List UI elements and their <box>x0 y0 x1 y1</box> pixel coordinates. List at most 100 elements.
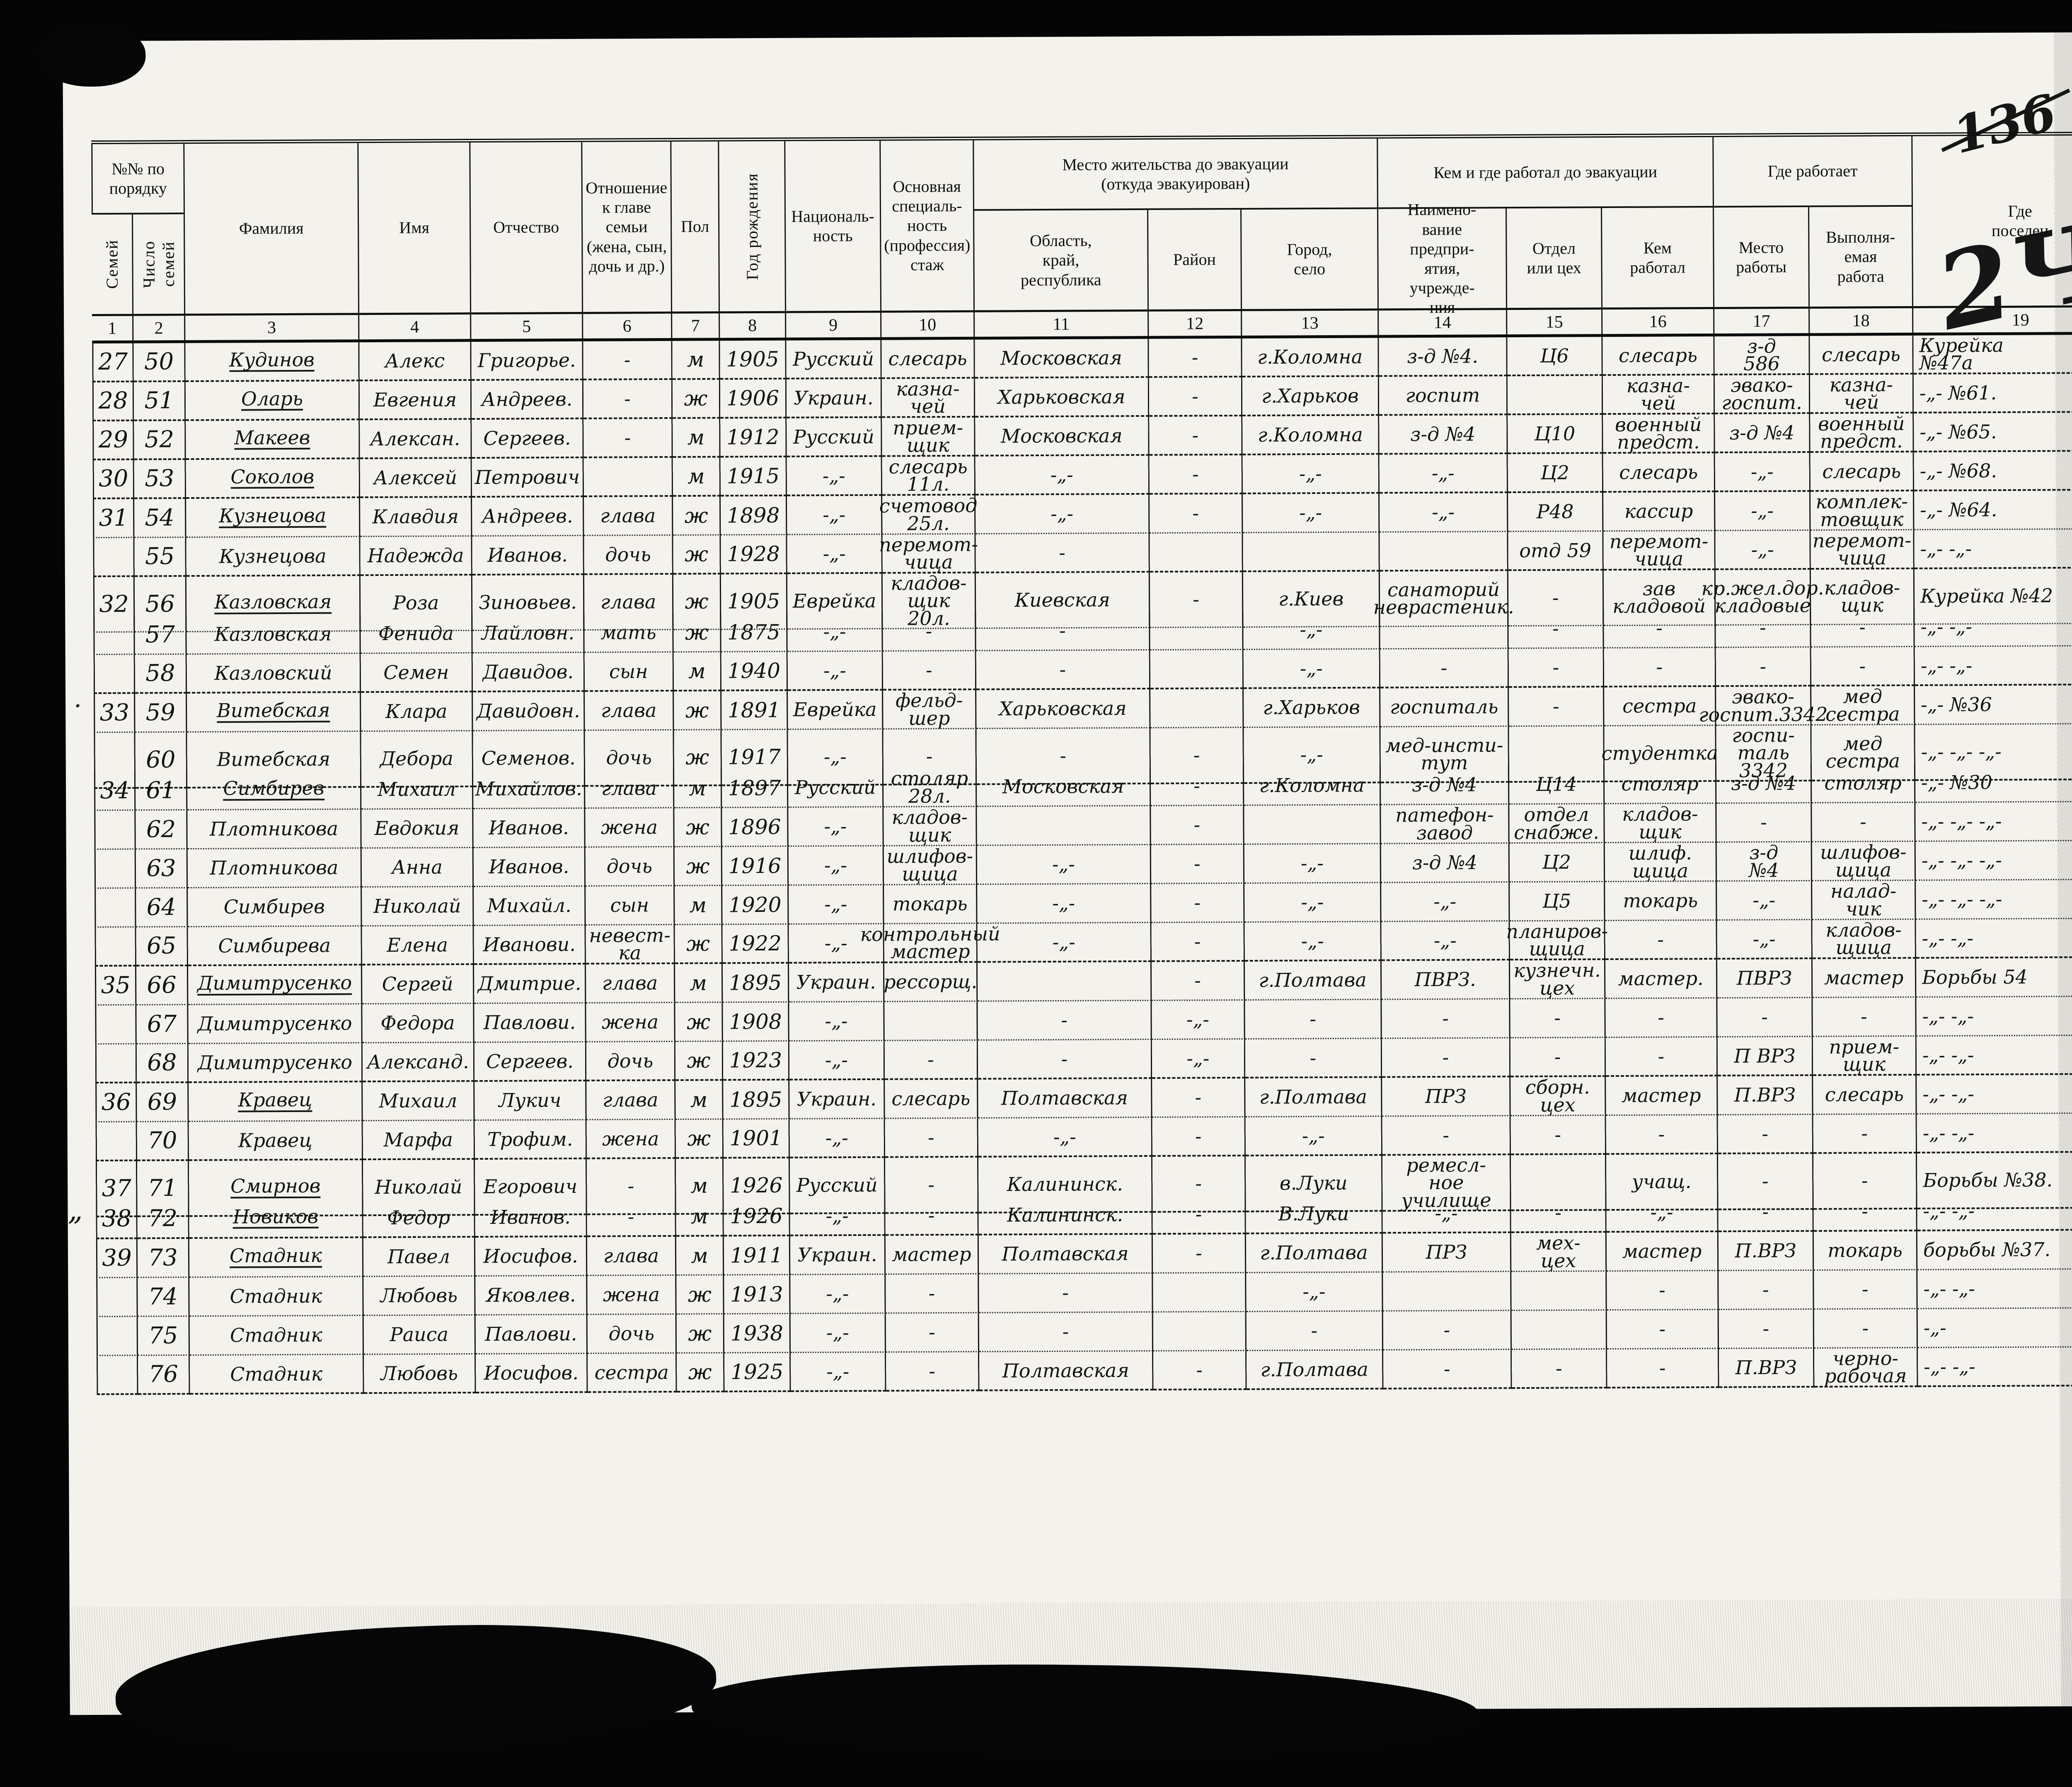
table-cell: глава <box>585 769 675 809</box>
table-cell: дочь <box>584 535 673 575</box>
table-cell: Клара <box>361 692 473 732</box>
table-cell: -„- <box>1242 455 1380 494</box>
table-cell: г.Полтава <box>1244 961 1382 1001</box>
table-cell: - <box>976 650 1151 690</box>
table-cell: Дмитрие. <box>474 964 586 1004</box>
table-cell: Борьбы 54 <box>1916 958 2072 998</box>
table-cell <box>977 962 1152 1002</box>
table-cell: -„- <box>1606 1193 1719 1233</box>
table-cell: Алексан. <box>360 420 472 459</box>
table-cell: 1896 <box>722 808 789 847</box>
table-cell: - <box>1811 608 1915 648</box>
table-cell <box>977 806 1151 846</box>
table-cell <box>1511 1311 1607 1350</box>
table-cell: Евгения <box>359 381 472 421</box>
table-cell: борьбы №37. <box>1917 1230 2072 1270</box>
table-cell: м <box>675 1081 724 1120</box>
table-cell: Кравец <box>189 1082 363 1122</box>
table-cell: -„- <box>787 496 883 535</box>
column-number: 1 <box>92 314 134 341</box>
table-cell: Павлови. <box>475 1315 588 1355</box>
table-cell: сын <box>584 652 674 692</box>
table-cell: Сергеев. <box>474 1042 587 1082</box>
table-cell: - <box>1245 1039 1382 1078</box>
column-number: 6 <box>583 311 673 339</box>
registration-table: №№ по порядку Фамилия Имя Отчество Отнош… <box>91 131 2072 1395</box>
table-cell: - <box>884 1040 978 1080</box>
table-cell: Иосифов. <box>475 1237 588 1277</box>
table-cell: -„- <box>1717 920 1813 960</box>
table-cell: ж <box>675 1003 723 1042</box>
table-cell <box>1507 376 1603 416</box>
table-cell: - <box>1716 608 1811 648</box>
table-cell: - <box>1382 999 1510 1039</box>
table-cell: рессорщ. <box>884 962 978 1002</box>
table-cell: -„- <box>977 884 1152 924</box>
header-firstname: Имя <box>358 143 472 313</box>
table-cell: Украин. <box>789 1080 885 1120</box>
table-cell <box>93 655 136 694</box>
table-cell: 1916 <box>722 846 789 886</box>
table-cell: мастер. <box>1605 959 1718 999</box>
table-cell: Михайл. <box>474 886 586 926</box>
table-cell: -„- -„- <box>1917 1191 2072 1231</box>
table-cell: - <box>1510 1116 1606 1156</box>
table-cell: Димитрусенко <box>188 965 363 1006</box>
table-cell: -„- <box>789 885 884 925</box>
table-cell: жена <box>585 808 675 848</box>
table-cell: -„- -„- <box>1916 919 2072 959</box>
table-cell: Московская <box>975 339 1149 379</box>
table-cell: Клавдия <box>360 498 472 537</box>
table-cell: -„- -„- <box>1914 529 2072 569</box>
table-cell: -„- -„- <box>1917 1113 2072 1153</box>
table-cell: Раиса <box>363 1315 476 1355</box>
table-cell: - <box>1718 1115 1813 1154</box>
table-cell: - <box>583 380 673 419</box>
header-nationality: Националь- ность <box>785 140 882 311</box>
table-cell: з-д №4. <box>1379 337 1508 377</box>
table-cell: -„- -„- <box>1916 996 2072 1037</box>
table-cell: Полтавская <box>979 1351 1154 1391</box>
table-cell: Надежда <box>360 537 472 576</box>
table-cell: Григорье. <box>471 341 583 381</box>
header-relation: Отношение к главе семьи (жена, сын, дочь… <box>582 141 673 312</box>
table-cell: 75 <box>138 1317 190 1356</box>
table-cell: -„- -„- <box>1918 1347 2072 1387</box>
table-cell: -„- <box>788 846 884 886</box>
table-cell: глава <box>586 1081 676 1120</box>
table-cell: ж <box>676 1275 724 1315</box>
header-order-group: №№ по порядку <box>91 144 185 215</box>
table-cell: -„- <box>1381 883 1510 922</box>
table-cell: слесарь <box>885 1079 978 1119</box>
table-cell: 1915 <box>720 457 787 497</box>
table-cell: - <box>1152 1078 1246 1118</box>
table-cell: Новиков <box>189 1199 363 1239</box>
table-cell: -„- -„- <box>1917 1269 2072 1309</box>
table-cell: ж <box>675 1042 724 1081</box>
table-cell <box>1150 689 1244 728</box>
table-cell: Андреев. <box>471 380 584 420</box>
header-family-count: Число семей <box>133 214 186 314</box>
table-cell: 1891 <box>721 691 788 730</box>
table-cell: глава <box>587 1236 677 1276</box>
table-cell: -„- <box>1244 844 1382 884</box>
table-cell: - <box>1814 1270 1918 1310</box>
table-cell: - <box>1719 1309 1815 1349</box>
table-cell: сын <box>586 886 675 926</box>
table-cell: ж <box>673 496 721 536</box>
table-cell: казна- чей <box>881 377 975 418</box>
column-number: 13 <box>1242 308 1379 336</box>
table-cell: 52 <box>134 421 186 460</box>
table-cell <box>1380 610 1509 650</box>
table-cell: -„- <box>1246 1272 1383 1312</box>
table-cell: Симбирева <box>188 926 362 967</box>
table-cell: сестра <box>588 1353 677 1393</box>
table-cell <box>94 927 136 967</box>
table-cell: Харьковская <box>976 689 1151 729</box>
table-cell: комплек- товщик <box>1810 490 1915 531</box>
margin-mark: · <box>74 692 82 721</box>
table-cell <box>1150 533 1243 573</box>
table-cell: ж <box>672 380 721 419</box>
table-cell: -„- №64. <box>1914 490 2072 530</box>
table-cell: Русский <box>787 418 882 457</box>
